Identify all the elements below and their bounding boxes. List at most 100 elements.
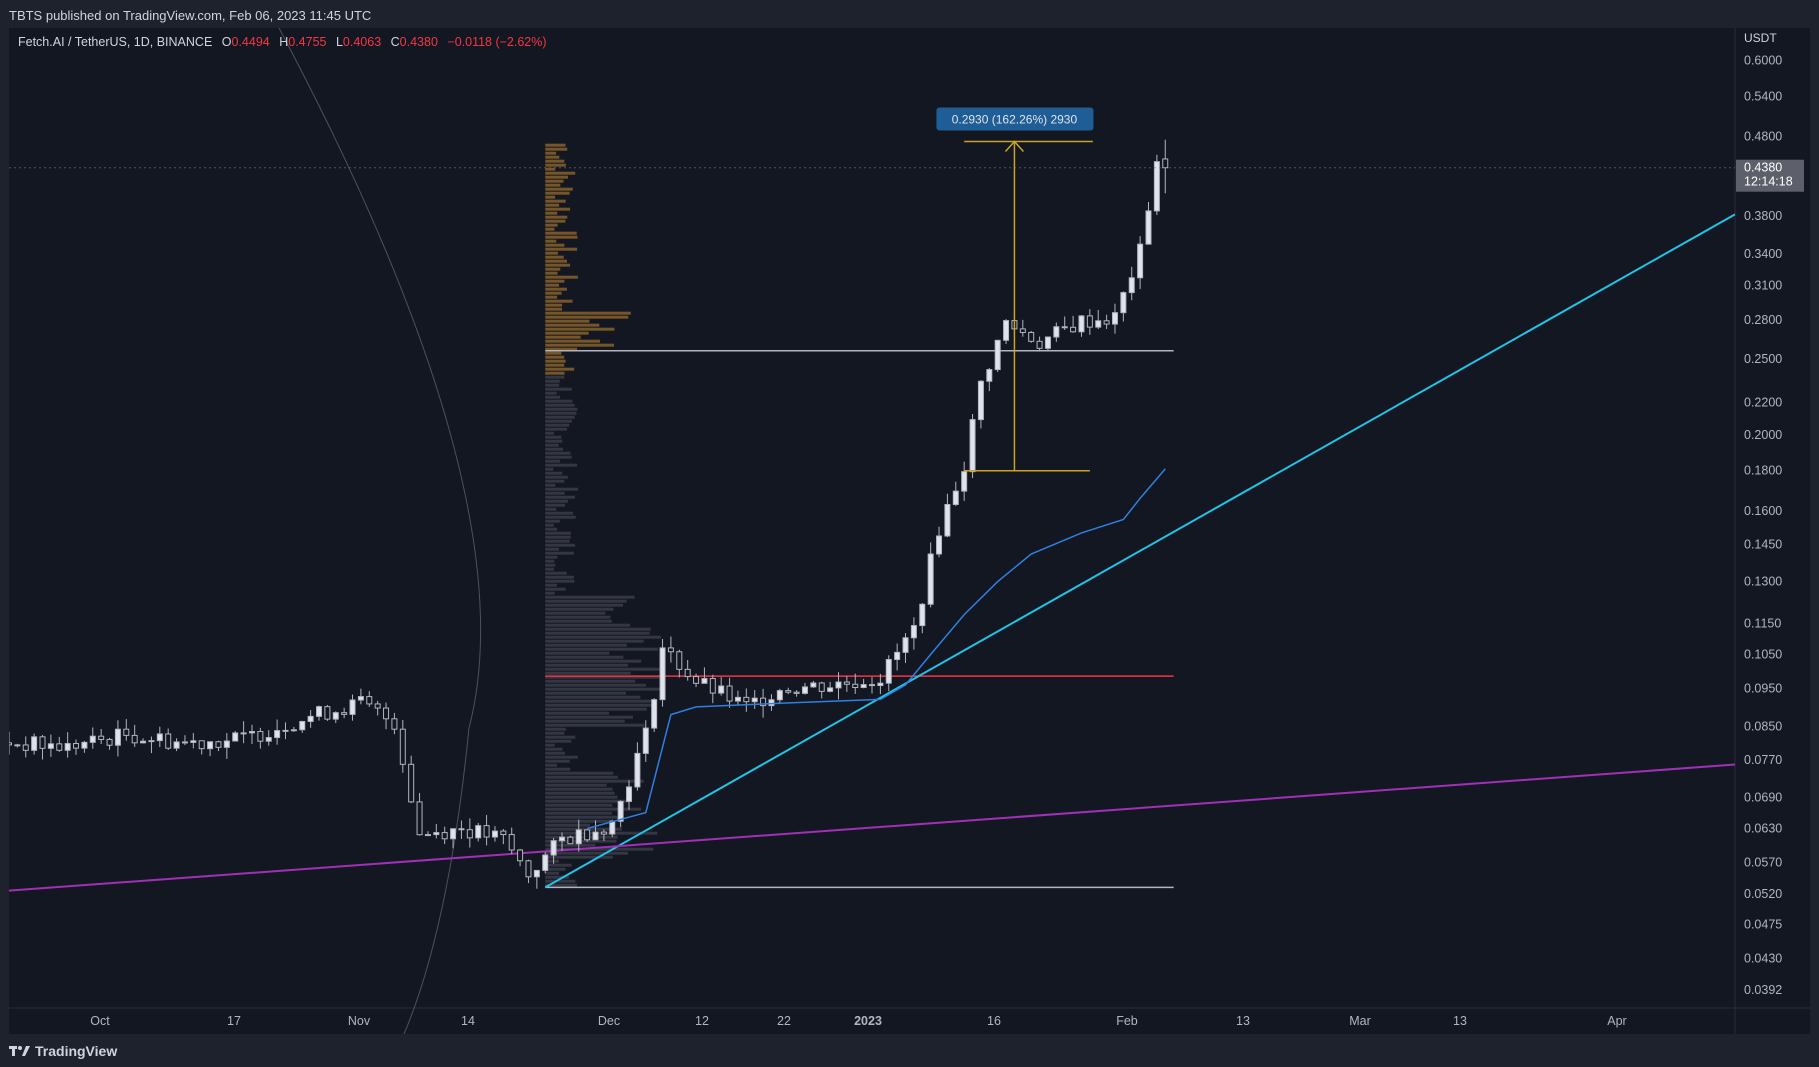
candle-body[interactable] <box>148 740 155 743</box>
candle-body[interactable] <box>818 682 825 692</box>
purple-trendline[interactable] <box>9 763 1736 892</box>
candle-body[interactable] <box>718 685 725 694</box>
candle-body[interactable] <box>458 828 465 831</box>
candle-body[interactable] <box>190 740 197 743</box>
candle-body[interactable] <box>659 647 666 701</box>
candle-body[interactable] <box>734 696 741 702</box>
candle-body[interactable] <box>869 684 875 687</box>
candle-body[interactable] <box>1070 326 1077 333</box>
candle-body[interactable] <box>961 471 968 492</box>
candle-body[interactable] <box>1095 320 1102 328</box>
candle-body[interactable] <box>1128 277 1135 294</box>
candle-body[interactable] <box>894 651 901 661</box>
candle-body[interactable] <box>517 849 524 862</box>
candle-body[interactable] <box>835 681 842 689</box>
candle-body[interactable] <box>550 840 557 856</box>
price-chart[interactable]: 0.2930 (162.26%) 2930 USDT 0.6000 0.5400 0.4… <box>9 28 1810 1034</box>
candle-body[interactable] <box>885 659 892 684</box>
candle-body[interactable] <box>919 603 926 627</box>
candle-body[interactable] <box>785 690 792 693</box>
candle-body[interactable] <box>324 706 331 720</box>
candle-body[interactable] <box>316 706 323 717</box>
chart-area[interactable]: 0.2930 (162.26%) 2930 USDT 0.6000 0.5400 0.4… <box>9 28 1810 1034</box>
candle-body[interactable] <box>223 740 230 748</box>
candle-body[interactable] <box>793 691 800 694</box>
candle-body[interactable] <box>391 718 398 730</box>
candle-body[interactable] <box>944 503 951 537</box>
candle-body[interactable] <box>274 730 281 739</box>
symbol-name[interactable]: Fetch.AI / TetherUS, 1D, BINANCE <box>18 35 213 49</box>
candle-body[interactable] <box>1061 326 1068 329</box>
candle-body[interactable] <box>827 687 834 692</box>
candle-body[interactable] <box>232 732 239 742</box>
candle-body[interactable] <box>1019 328 1026 333</box>
candle-body[interactable] <box>1086 315 1093 328</box>
candle-body[interactable] <box>1003 320 1010 341</box>
candle-body[interactable] <box>801 686 808 694</box>
candle-body[interactable] <box>14 744 21 747</box>
candle-body[interactable] <box>542 854 549 871</box>
candle-body[interactable] <box>684 668 691 678</box>
candle-body[interactable] <box>626 786 633 802</box>
candle-body[interactable] <box>424 834 431 837</box>
candle-body[interactable] <box>810 682 817 688</box>
candle-body[interactable] <box>207 741 214 750</box>
candle-body[interactable] <box>986 369 993 382</box>
candle-body[interactable] <box>1120 292 1127 314</box>
candle-body[interactable] <box>1028 331 1035 342</box>
candle-body[interactable] <box>290 729 297 732</box>
candle-body[interactable] <box>1053 326 1060 338</box>
candle-body[interactable] <box>165 733 172 749</box>
candle-body[interactable] <box>374 703 381 709</box>
candle-body[interactable] <box>299 720 306 731</box>
candle-body[interactable] <box>592 831 599 841</box>
candle-body[interactable] <box>701 678 708 684</box>
candle-body[interactable] <box>1078 315 1085 333</box>
candle-body[interactable] <box>994 339 1001 371</box>
candle-body[interactable] <box>257 731 264 742</box>
candle-body[interactable] <box>676 651 683 670</box>
candle-body[interactable] <box>47 743 54 749</box>
candle-body[interactable] <box>383 707 390 720</box>
candle-body[interactable] <box>73 743 80 749</box>
candle-body[interactable] <box>1111 312 1118 325</box>
candle-body[interactable] <box>709 678 716 694</box>
candle-body[interactable] <box>491 830 498 838</box>
candle-body[interactable] <box>114 728 121 746</box>
candle-body[interactable] <box>64 743 71 751</box>
candle-body[interactable] <box>600 831 607 835</box>
candle-body[interactable] <box>89 735 96 743</box>
candle-body[interactable] <box>936 535 943 555</box>
measure-label-box[interactable] <box>936 107 1094 131</box>
candle-body[interactable] <box>483 825 490 838</box>
candle-body[interactable] <box>450 828 457 840</box>
candle-body[interactable] <box>98 735 105 740</box>
candle-body[interactable] <box>617 800 624 822</box>
candle-body[interactable] <box>307 715 314 722</box>
candle-body[interactable] <box>642 727 649 754</box>
candle-body[interactable] <box>441 832 448 840</box>
candle-body[interactable] <box>357 696 364 701</box>
candle-body[interactable] <box>525 860 532 878</box>
candle-body[interactable] <box>1153 161 1160 212</box>
candle-body[interactable] <box>1162 158 1169 169</box>
candle-body[interactable] <box>399 728 406 765</box>
candle-body[interactable] <box>760 697 767 707</box>
candle-body[interactable] <box>123 728 130 736</box>
candle-body[interactable] <box>852 683 859 689</box>
candle-body[interactable] <box>106 738 113 746</box>
candle-body[interactable] <box>416 801 423 836</box>
candle-body[interactable] <box>1036 340 1043 349</box>
tradingview-logo[interactable]: TradingView <box>9 1043 117 1059</box>
candle-body[interactable] <box>533 869 540 878</box>
candle-body[interactable] <box>693 676 700 684</box>
candle-body[interactable] <box>1044 336 1051 349</box>
candle-body[interactable] <box>39 736 46 749</box>
candle-body[interactable] <box>902 637 909 653</box>
candle-body[interactable] <box>56 743 63 751</box>
candle-body[interactable] <box>9 742 12 746</box>
candle-body[interactable] <box>910 625 917 639</box>
candle-body[interactable] <box>22 744 29 751</box>
candle-body[interactable] <box>181 741 188 744</box>
candle-body[interactable] <box>173 741 180 749</box>
